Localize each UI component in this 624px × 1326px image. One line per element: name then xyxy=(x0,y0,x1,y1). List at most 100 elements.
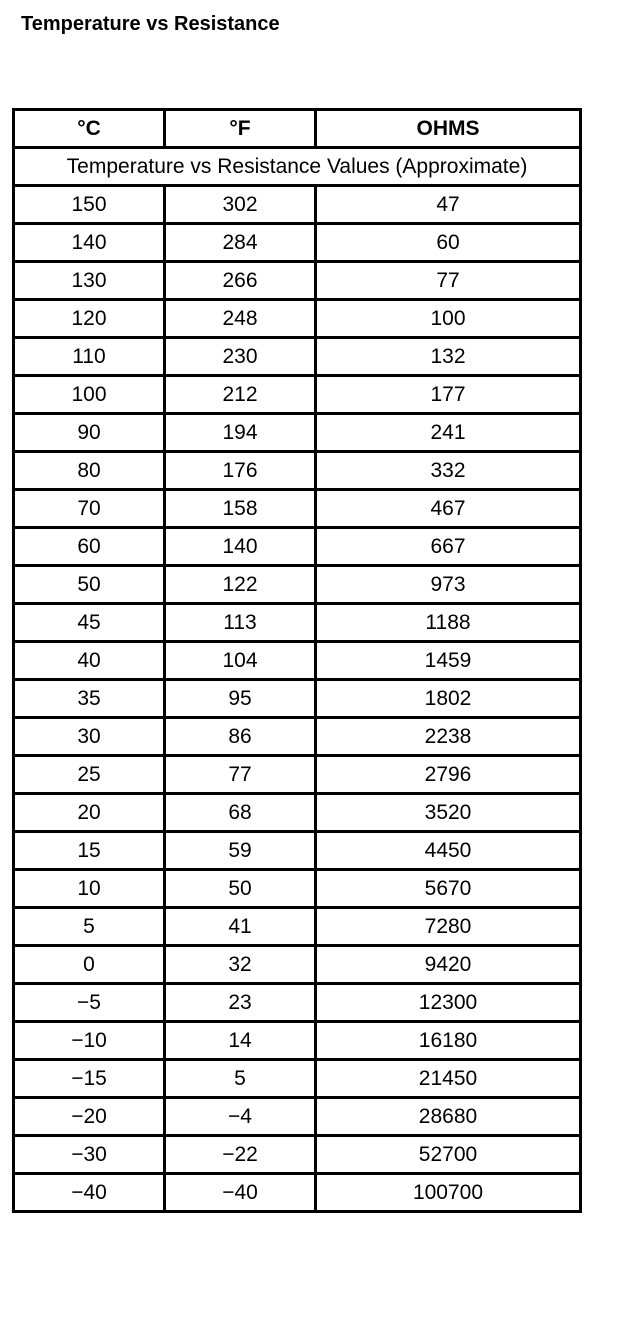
table-row: −20 −4 28680 xyxy=(12,1096,582,1137)
table-row: −15 5 21450 xyxy=(12,1058,582,1099)
cell-fahrenheit: 104 xyxy=(163,640,317,681)
cell-celsius: −15 xyxy=(12,1058,166,1099)
cell-fahrenheit: 140 xyxy=(163,526,317,567)
cell-celsius: 15 xyxy=(12,830,166,871)
table-row: 100 212 177 xyxy=(12,374,582,415)
cell-ohms: 332 xyxy=(314,450,582,491)
cell-fahrenheit: 248 xyxy=(163,298,317,339)
cell-fahrenheit: 230 xyxy=(163,336,317,377)
cell-fahrenheit: −40 xyxy=(163,1172,317,1213)
cell-ohms: 60 xyxy=(314,222,582,263)
cell-ohms: 7280 xyxy=(314,906,582,947)
header-fahrenheit: °F xyxy=(163,108,317,149)
cell-celsius: 25 xyxy=(12,754,166,795)
table-row: 20 68 3520 xyxy=(12,792,582,833)
table-row: 110 230 132 xyxy=(12,336,582,377)
cell-celsius: 130 xyxy=(12,260,166,301)
table-row: 5 41 7280 xyxy=(12,906,582,947)
cell-fahrenheit: 266 xyxy=(163,260,317,301)
cell-fahrenheit: 68 xyxy=(163,792,317,833)
cell-ohms: 1802 xyxy=(314,678,582,719)
table-row: 150 302 47 xyxy=(12,184,582,225)
table-row: 70 158 467 xyxy=(12,488,582,529)
table-row: 130 266 77 xyxy=(12,260,582,301)
cell-celsius: 140 xyxy=(12,222,166,263)
cell-celsius: −40 xyxy=(12,1172,166,1213)
cell-ohms: 973 xyxy=(314,564,582,605)
cell-celsius: 70 xyxy=(12,488,166,529)
header-ohms: OHMS xyxy=(314,108,582,149)
table-row: 30 86 2238 xyxy=(12,716,582,757)
cell-celsius: 40 xyxy=(12,640,166,681)
cell-celsius: 10 xyxy=(12,868,166,909)
cell-fahrenheit: −4 xyxy=(163,1096,317,1137)
table-row: 15 59 4450 xyxy=(12,830,582,871)
cell-ohms: 2238 xyxy=(314,716,582,757)
table-row: 60 140 667 xyxy=(12,526,582,567)
cell-celsius: 5 xyxy=(12,906,166,947)
cell-ohms: 4450 xyxy=(314,830,582,871)
cell-fahrenheit: 59 xyxy=(163,830,317,871)
cell-ohms: 12300 xyxy=(314,982,582,1023)
cell-fahrenheit: 14 xyxy=(163,1020,317,1061)
cell-fahrenheit: 158 xyxy=(163,488,317,529)
table-row: −10 14 16180 xyxy=(12,1020,582,1061)
cell-ohms: 241 xyxy=(314,412,582,453)
cell-ohms: 28680 xyxy=(314,1096,582,1137)
table-subtitle: Temperature vs Resistance Values (Approx… xyxy=(12,146,582,187)
cell-ohms: 52700 xyxy=(314,1134,582,1175)
cell-celsius: −10 xyxy=(12,1020,166,1061)
cell-ohms: 9420 xyxy=(314,944,582,985)
table-row: 50 122 973 xyxy=(12,564,582,605)
cell-fahrenheit: 5 xyxy=(163,1058,317,1099)
cell-celsius: −5 xyxy=(12,982,166,1023)
cell-fahrenheit: 23 xyxy=(163,982,317,1023)
cell-fahrenheit: 212 xyxy=(163,374,317,415)
cell-celsius: 90 xyxy=(12,412,166,453)
subtitle-row: Temperature vs Resistance Values (Approx… xyxy=(12,146,582,187)
table-row: 45 113 1188 xyxy=(12,602,582,643)
table-row: −30 −22 52700 xyxy=(12,1134,582,1175)
cell-celsius: 50 xyxy=(12,564,166,605)
cell-celsius: 45 xyxy=(12,602,166,643)
cell-fahrenheit: 122 xyxy=(163,564,317,605)
table-row: 35 95 1802 xyxy=(12,678,582,719)
cell-ohms: 667 xyxy=(314,526,582,567)
table-body: 150 302 47 140 284 60 130 266 77 120 248 100 110 230 1… xyxy=(12,184,582,1213)
cell-fahrenheit: 194 xyxy=(163,412,317,453)
cell-ohms: 100 xyxy=(314,298,582,339)
cell-fahrenheit: 50 xyxy=(163,868,317,909)
cell-ohms: 132 xyxy=(314,336,582,377)
table-row: −5 23 12300 xyxy=(12,982,582,1023)
table-row: 140 284 60 xyxy=(12,222,582,263)
cell-fahrenheit: 32 xyxy=(163,944,317,985)
cell-celsius: 20 xyxy=(12,792,166,833)
cell-ohms: 100700 xyxy=(314,1172,582,1213)
cell-celsius: 100 xyxy=(12,374,166,415)
header-row: °C °F OHMS xyxy=(12,108,582,149)
table-row: −40 −40 100700 xyxy=(12,1172,582,1213)
cell-fahrenheit: 95 xyxy=(163,678,317,719)
table-row: 0 32 9420 xyxy=(12,944,582,985)
cell-ohms: 1459 xyxy=(314,640,582,681)
cell-ohms: 2796 xyxy=(314,754,582,795)
cell-ohms: 3520 xyxy=(314,792,582,833)
cell-celsius: 80 xyxy=(12,450,166,491)
cell-ohms: 16180 xyxy=(314,1020,582,1061)
cell-fahrenheit: 113 xyxy=(163,602,317,643)
cell-celsius: 30 xyxy=(12,716,166,757)
table-row: 90 194 241 xyxy=(12,412,582,453)
cell-ohms: 5670 xyxy=(314,868,582,909)
page-title: Temperature vs Resistance xyxy=(21,13,280,35)
cell-ohms: 1188 xyxy=(314,602,582,643)
cell-celsius: 0 xyxy=(12,944,166,985)
cell-fahrenheit: 302 xyxy=(163,184,317,225)
cell-celsius: −30 xyxy=(12,1134,166,1175)
cell-fahrenheit: 77 xyxy=(163,754,317,795)
cell-ohms: 177 xyxy=(314,374,582,415)
table-row: 120 248 100 xyxy=(12,298,582,339)
cell-fahrenheit: 86 xyxy=(163,716,317,757)
cell-ohms: 21450 xyxy=(314,1058,582,1099)
table-row: 40 104 1459 xyxy=(12,640,582,681)
cell-fahrenheit: −22 xyxy=(163,1134,317,1175)
